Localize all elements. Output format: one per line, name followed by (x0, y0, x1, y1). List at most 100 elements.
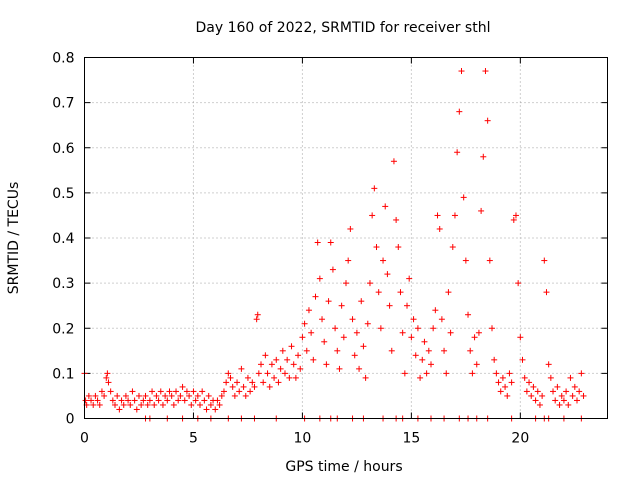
data-point (177, 392, 184, 399)
data-point (414, 325, 421, 332)
data-point (534, 388, 541, 395)
data-point (138, 401, 145, 408)
data-point (495, 379, 502, 386)
data-point (273, 356, 280, 363)
data-point (85, 392, 92, 399)
grid-lines (84, 57, 608, 419)
data-point (438, 316, 445, 323)
data-point (565, 401, 572, 408)
data-point (395, 244, 402, 251)
data-point (146, 397, 153, 404)
data-point (319, 316, 326, 323)
data-point (238, 365, 245, 372)
data-point (471, 334, 478, 341)
data-point (321, 338, 328, 345)
data-point (425, 347, 432, 354)
data-point (216, 401, 223, 408)
data-point (175, 397, 182, 404)
data-point (183, 388, 190, 395)
axis-ticks: 0 0.1 0.2 0.3 0.4 0.5 0.6 0.7 0.8 0 5 10 15 20 (52, 51, 608, 447)
data-point (417, 374, 424, 381)
data-point (539, 392, 546, 399)
data-point (164, 397, 171, 404)
data-point (358, 298, 365, 305)
data-point (353, 329, 360, 336)
data-point (332, 325, 339, 332)
data-point (131, 397, 138, 404)
data-point (295, 352, 302, 359)
data-point (523, 388, 530, 395)
data-point (101, 392, 108, 399)
data-point (543, 289, 550, 296)
data-point (231, 392, 238, 399)
data-point (201, 397, 208, 404)
data-point (162, 392, 169, 399)
data-point (388, 347, 395, 354)
data-point (292, 374, 299, 381)
y-tick-label: 0.7 (52, 96, 74, 112)
data-point (240, 383, 247, 390)
data-points (81, 68, 587, 422)
data-point (207, 401, 214, 408)
data-point (244, 374, 251, 381)
data-point (377, 325, 384, 332)
data-point (469, 370, 476, 377)
data-point (242, 392, 249, 399)
y-axis-label: SRMTID / TECUs (6, 182, 22, 295)
data-point (573, 397, 580, 404)
data-point (104, 370, 111, 377)
y-tick-label: 0.6 (52, 141, 74, 157)
data-point (356, 365, 363, 372)
data-point (560, 397, 567, 404)
y-tick-label: 0.4 (52, 231, 74, 247)
data-point (181, 397, 188, 404)
data-point (351, 352, 358, 359)
data-point (199, 388, 206, 395)
data-point (166, 388, 173, 395)
y-tick-label: 0.1 (52, 366, 74, 382)
data-point (578, 370, 585, 377)
data-point (170, 401, 177, 408)
data-point (408, 334, 415, 341)
data-point (220, 388, 227, 395)
data-point (506, 370, 513, 377)
data-point (451, 212, 458, 219)
data-point (384, 271, 391, 278)
data-point (497, 388, 504, 395)
x-tick-label: 0 (80, 431, 89, 447)
data-point (547, 374, 554, 381)
data-point (489, 325, 496, 332)
data-point (550, 388, 557, 395)
data-point (482, 68, 489, 75)
data-point (157, 388, 164, 395)
data-point (371, 185, 378, 192)
data-point (96, 401, 103, 408)
data-point (314, 239, 321, 246)
data-point (253, 316, 260, 323)
data-point (299, 334, 306, 341)
data-point (159, 401, 166, 408)
data-point (92, 392, 99, 399)
data-point (251, 383, 258, 390)
data-point (105, 379, 112, 386)
x-tick-label: 5 (189, 431, 198, 447)
data-point (122, 392, 129, 399)
data-point (284, 356, 291, 363)
data-point (125, 397, 132, 404)
data-point (504, 392, 511, 399)
data-point (478, 207, 485, 214)
data-point (512, 212, 519, 219)
data-point (247, 388, 254, 395)
data-point (312, 293, 319, 300)
data-point (421, 338, 428, 345)
data-point (382, 203, 389, 210)
data-point (290, 361, 297, 368)
data-point (112, 401, 119, 408)
data-point (142, 392, 149, 399)
data-point (82, 397, 89, 404)
data-point (340, 334, 347, 341)
data-point (140, 397, 147, 404)
data-point (558, 392, 565, 399)
data-point (271, 374, 278, 381)
data-point (410, 316, 417, 323)
